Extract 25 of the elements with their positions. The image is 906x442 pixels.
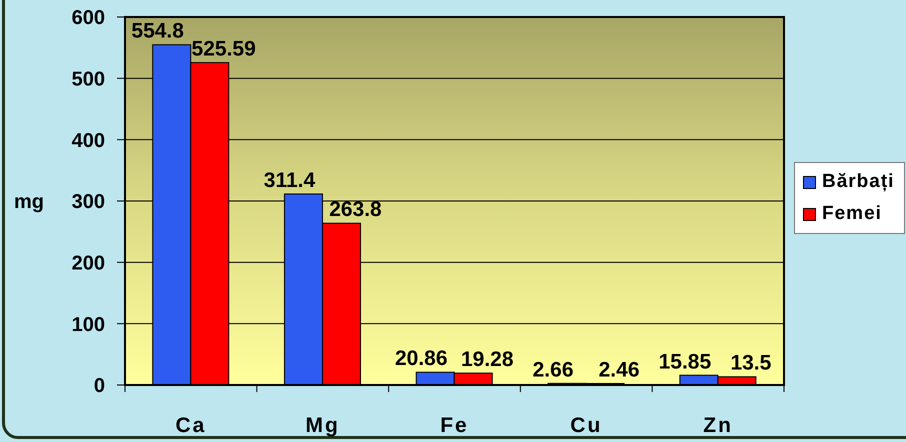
legend-label: Femei bbox=[822, 203, 882, 225]
x-tick-label: Cu bbox=[570, 414, 602, 437]
data-label: 15.85 bbox=[658, 350, 712, 374]
y-tick-label: 100 bbox=[72, 314, 105, 336]
data-label: 19.28 bbox=[460, 348, 514, 372]
y-tick-label: 300 bbox=[72, 191, 105, 214]
data-label: 525.59 bbox=[192, 38, 256, 61]
data-label: 2.66 bbox=[532, 358, 574, 382]
data-label: 2.46 bbox=[598, 358, 640, 382]
data-label: 554.8 bbox=[131, 20, 184, 43]
data-label: 263.8 bbox=[329, 198, 382, 222]
x-tick-label: Zn bbox=[703, 414, 733, 437]
x-tick-label: Fe bbox=[440, 414, 469, 437]
legend-label: Bărbați bbox=[822, 171, 894, 193]
y-axis-title: mg bbox=[14, 191, 44, 214]
y-tick-label: 600 bbox=[72, 7, 105, 30]
x-tick-label: Mg bbox=[306, 414, 340, 437]
x-tick-label: Ca bbox=[175, 414, 206, 437]
data-label: 13.5 bbox=[730, 352, 772, 375]
y-tick-label: 200 bbox=[72, 252, 105, 274]
y-tick-label: 0 bbox=[94, 375, 105, 398]
data-label: 311.4 bbox=[264, 169, 316, 192]
data-label: 20.86 bbox=[394, 347, 448, 370]
y-tick-label: 500 bbox=[72, 68, 105, 90]
y-tick-label: 400 bbox=[72, 130, 105, 152]
